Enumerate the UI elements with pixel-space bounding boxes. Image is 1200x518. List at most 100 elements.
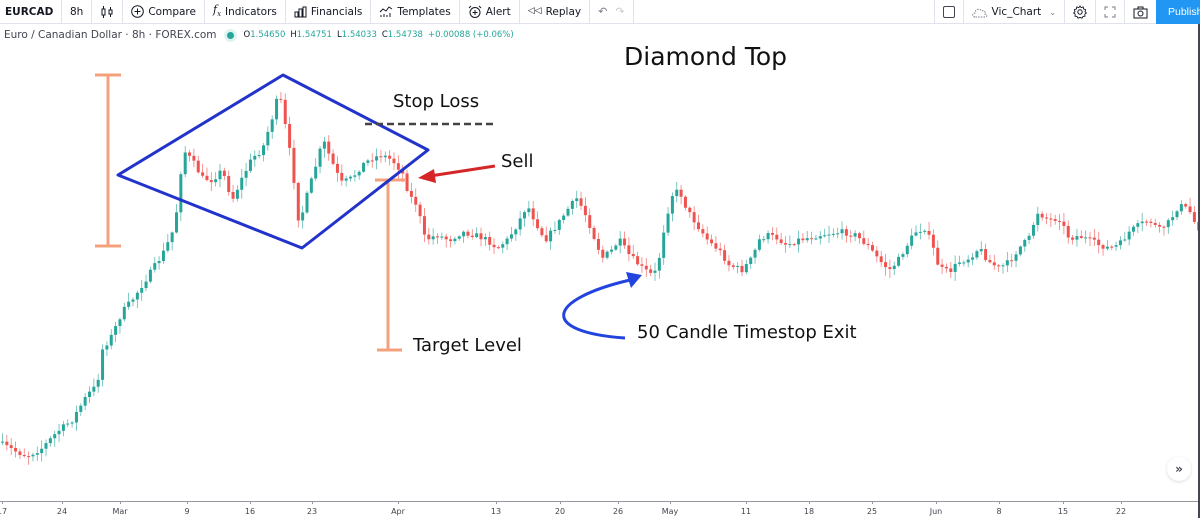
candle-body <box>166 242 170 251</box>
candle-body <box>22 455 26 457</box>
candle-body <box>144 281 148 288</box>
open-label: O <box>243 30 251 40</box>
candle-body <box>801 238 805 241</box>
alert-button[interactable]: Alert <box>460 0 520 24</box>
candle-body <box>531 208 535 220</box>
interval-button[interactable]: 8h <box>62 0 93 24</box>
candle-body <box>979 249 983 252</box>
redo-button[interactable]: ↷ <box>615 0 634 24</box>
candle-body <box>536 219 540 229</box>
undo-button[interactable]: ↶ <box>590 0 615 24</box>
candle-body <box>118 319 122 327</box>
candle-body <box>723 250 727 261</box>
compare-button[interactable]: Compare <box>123 0 205 24</box>
candle-body <box>1049 218 1053 220</box>
candle-body <box>1101 245 1105 249</box>
candle-body <box>1158 224 1162 227</box>
candle-body <box>227 175 231 192</box>
financials-button[interactable]: Financials <box>286 0 372 24</box>
candle-body <box>1088 237 1092 239</box>
candle-body <box>375 156 379 161</box>
candle-body <box>305 192 309 213</box>
candle-body <box>875 250 879 257</box>
x-tick-label: 17 <box>0 507 8 516</box>
candle-body <box>736 265 740 268</box>
candle-body <box>414 196 418 205</box>
candle-body <box>1075 236 1079 240</box>
settings-button[interactable] <box>1064 0 1095 24</box>
candle-body <box>505 238 509 245</box>
candle-body <box>649 269 653 273</box>
publish-button[interactable]: Publish <box>1156 0 1200 24</box>
candle-body <box>275 98 279 120</box>
x-tick-mark <box>936 501 937 504</box>
layout-menu-button[interactable]: Vic_Chart ⌄ <box>962 0 1064 24</box>
price-chart[interactable] <box>0 44 1200 501</box>
candle-body <box>248 159 252 171</box>
candle-body <box>5 441 9 446</box>
candle-body <box>444 236 448 240</box>
candle-body <box>453 238 457 242</box>
candle-body <box>318 148 322 167</box>
candle-body <box>314 166 318 179</box>
candle-body <box>614 245 618 250</box>
candle-body <box>170 232 174 243</box>
symbol-search-button[interactable]: EURCAD <box>0 0 62 24</box>
stop-loss-annotation: Stop Loss <box>393 91 480 112</box>
x-tick-label: May <box>661 507 679 516</box>
candle-body <box>888 267 892 270</box>
time-axis[interactable]: 17 24 Mar 9 16 23 Apr 13 20 26 May 11 18 25 Jun 8 15 22 <box>0 501 1200 518</box>
x-tick-mark <box>670 501 671 504</box>
candle-body <box>1010 260 1014 262</box>
candle-body <box>1188 206 1192 213</box>
low-label: L <box>336 30 342 40</box>
candle-body <box>753 249 757 258</box>
bar-chart-icon <box>294 6 307 17</box>
candle-body <box>631 254 635 257</box>
candle-body <box>588 215 592 228</box>
candle-body <box>1184 204 1188 207</box>
candle-body <box>683 196 687 208</box>
fullscreen-button[interactable] <box>1095 0 1124 24</box>
candle-body <box>370 160 374 162</box>
candle-body <box>436 236 439 238</box>
x-tick-mark <box>746 501 747 504</box>
candle-body <box>866 243 870 246</box>
candle-body <box>153 263 157 270</box>
x-tick-label: 20 <box>554 507 566 516</box>
candle-body <box>992 262 996 266</box>
scroll-to-realtime-button[interactable]: » <box>1167 457 1191 481</box>
snapshot-button[interactable] <box>1124 0 1156 24</box>
candle-body <box>862 238 866 244</box>
candle-body <box>944 266 948 269</box>
candle-body <box>288 123 292 148</box>
undo-icon: ↶ <box>598 5 608 18</box>
candle-body <box>1153 222 1157 225</box>
candle-body <box>583 205 587 216</box>
close-label: C <box>381 30 388 40</box>
candle-body <box>562 215 566 220</box>
candle-body <box>48 438 52 444</box>
candle-body <box>175 212 178 233</box>
x-tick-label: 24 <box>56 507 68 516</box>
candle-body <box>418 204 422 217</box>
chart-type-button[interactable] <box>92 0 124 24</box>
price-scale-border <box>1198 24 1200 518</box>
candle-body <box>1027 235 1031 240</box>
candle-body <box>96 379 100 387</box>
replay-button[interactable]: ◁◁ Replay <box>520 0 591 24</box>
candle-body <box>266 131 270 146</box>
candle-body <box>949 268 953 272</box>
candle-body <box>322 141 326 149</box>
indicators-button[interactable]: fx Indicators <box>205 0 286 24</box>
multi-chart-button[interactable] <box>933 0 963 24</box>
candle-body <box>279 98 283 100</box>
candle-body <box>466 231 470 236</box>
open-value: 1.54650 <box>250 30 286 40</box>
candle-body <box>1123 239 1127 241</box>
templates-button[interactable]: Templates <box>371 0 460 24</box>
candle-body <box>135 292 139 300</box>
candle-body <box>814 238 818 240</box>
top-toolbar: EURCAD 8h Compare fx Indicators Financia… <box>0 0 1200 24</box>
x-tick-mark <box>187 501 188 504</box>
